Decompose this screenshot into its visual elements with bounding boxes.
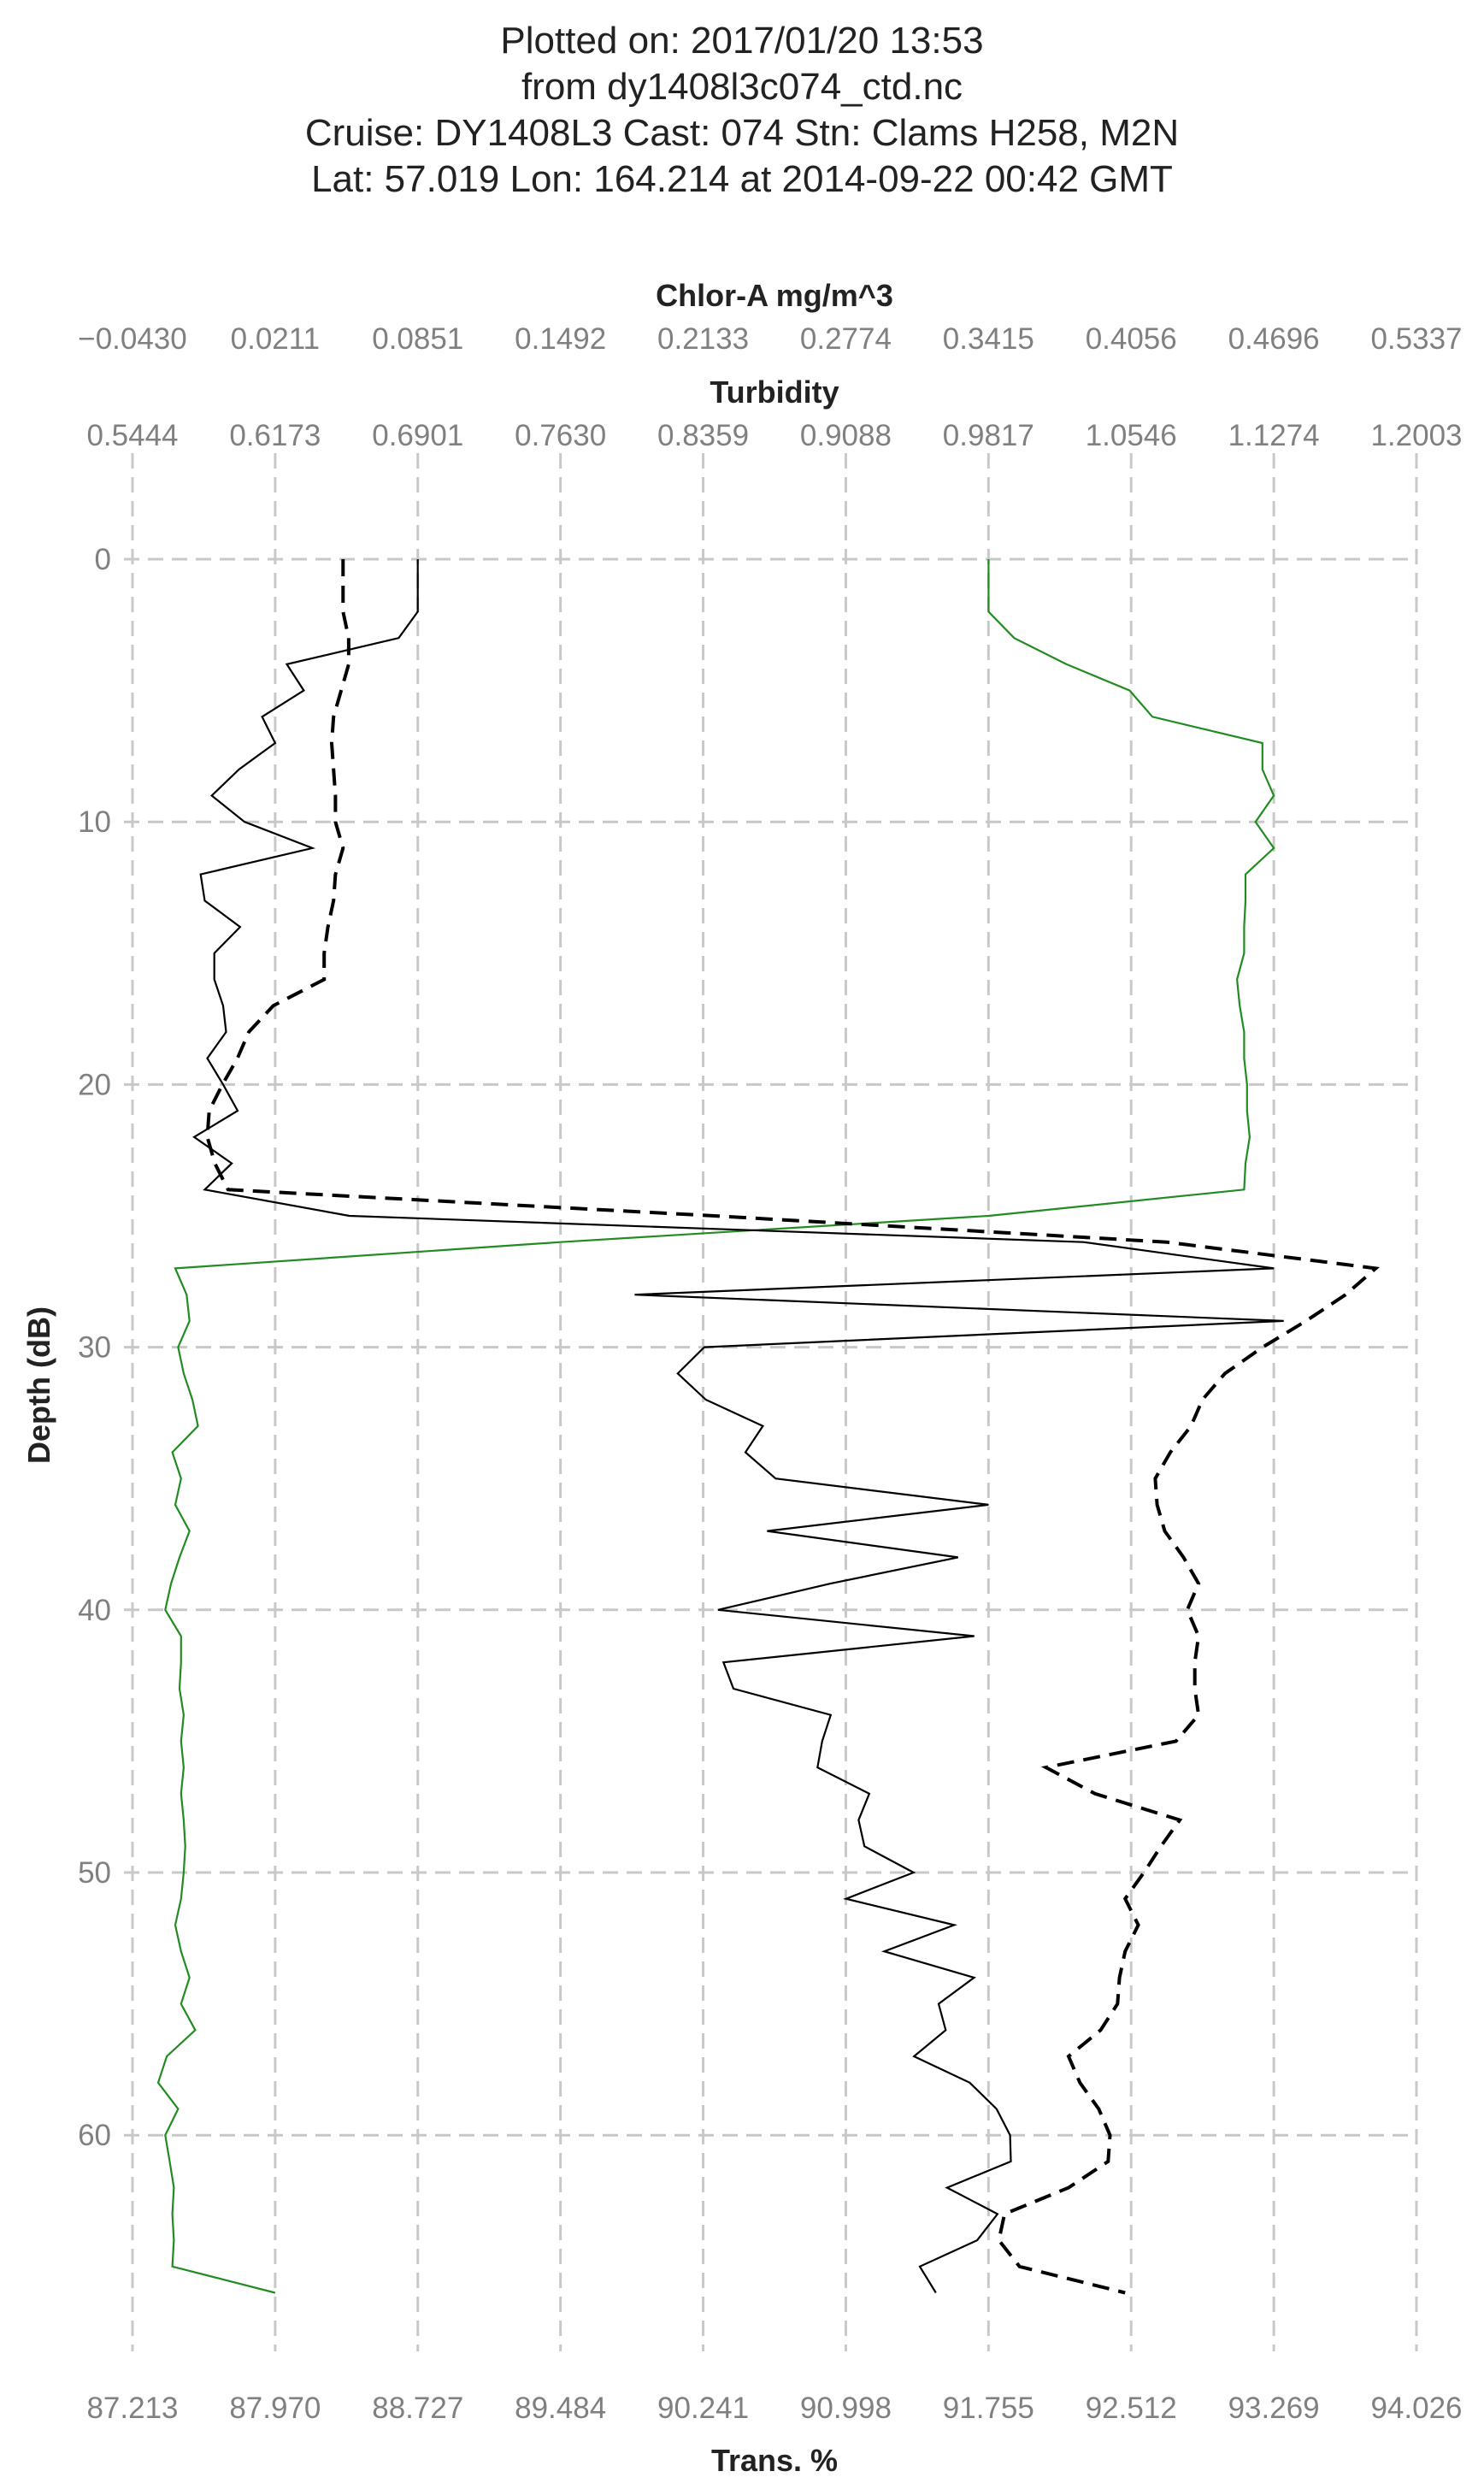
depth-tick-label: 10 xyxy=(78,805,111,839)
turbidity-tick-label: 1.2003 xyxy=(1370,419,1462,452)
trans-tick-label: 93.269 xyxy=(1228,2392,1320,2425)
series-line-trans xyxy=(205,559,1381,2295)
turbidity-tick-label: 0.5444 xyxy=(86,419,178,452)
depth-axis-title: Depth (dB) xyxy=(21,1306,56,1464)
depth-tick-label: 20 xyxy=(78,1068,111,1101)
turbidity-tick-label: 0.9817 xyxy=(943,419,1034,452)
trans-tick-label: 91.755 xyxy=(943,2392,1034,2425)
turbidity-tick-label: 0.9088 xyxy=(800,419,892,452)
turbidity-tick-label: 0.6901 xyxy=(372,419,463,452)
depth-tick-label: 0 xyxy=(95,543,111,576)
title-line-4: Lat: 57.019 Lon: 164.214 at 2014-09-22 0… xyxy=(311,158,1173,200)
trans-tick-label: 88.727 xyxy=(372,2392,463,2425)
chlor-tick-label: 0.5337 xyxy=(1370,322,1462,356)
chlor-tick-label: 0.0211 xyxy=(231,322,320,356)
grid xyxy=(124,453,1418,2351)
chlor-tick-label: 0.2133 xyxy=(657,322,749,356)
turbidity-tick-label: 0.7630 xyxy=(515,419,606,452)
chlor-tick-label: 0.4056 xyxy=(1086,322,1177,356)
chlor-tick-label: 0.3415 xyxy=(943,322,1034,356)
chlor-axis-title: Chlor-A mg/m^3 xyxy=(656,278,893,313)
trans-tick-label: 90.241 xyxy=(657,2392,749,2425)
depth-tick-label: 60 xyxy=(78,2119,111,2152)
chlor-tick-label: 0.2774 xyxy=(800,322,892,356)
title-line-1: Plotted on: 2017/01/20 13:53 xyxy=(500,20,983,62)
series-line-chlor xyxy=(156,559,1275,2294)
depth-tick-label: 50 xyxy=(78,1856,111,1890)
depth-tick-labels: 0 10 20 30 40 50 60 xyxy=(78,543,111,2152)
trans-tick-label: 87.213 xyxy=(86,2392,178,2425)
trans-tick-label: 87.970 xyxy=(229,2392,321,2425)
trans-tick-label: 90.998 xyxy=(800,2392,892,2425)
chlor-tick-label: 0.0851 xyxy=(372,322,463,356)
turbidity-axis-title: Turbidity xyxy=(710,375,839,410)
turbidity-tick-label: 0.8359 xyxy=(657,419,749,452)
trans-tick-label: 92.512 xyxy=(1086,2392,1177,2425)
chlor-tick-labels: −0.0430 0.0211 0.0851 0.1492 0.2133 0.2774 0.3… xyxy=(78,322,1462,356)
data-series xyxy=(156,559,1381,2295)
turbidity-tick-label: 1.1274 xyxy=(1228,419,1320,452)
trans-tick-labels: 87.213 87.970 88.727 89.484 90.241 90.998 91.7… xyxy=(86,2392,1462,2425)
trans-tick-label: 94.026 xyxy=(1370,2392,1462,2425)
turbidity-tick-labels: 0.5444 0.6173 0.6901 0.7630 0.8359 0.9088 0.98… xyxy=(86,419,1462,452)
depth-tick-label: 40 xyxy=(78,1594,111,1627)
turbidity-tick-label: 1.0546 xyxy=(1086,419,1177,452)
chlor-tick-label: 0.1492 xyxy=(515,322,606,356)
trans-axis-title: Trans. % xyxy=(711,2443,838,2478)
chlor-tick-label: −0.0430 xyxy=(78,322,187,356)
chlor-tick-label: 0.4696 xyxy=(1228,322,1320,356)
series-line-turb xyxy=(192,559,1284,2294)
title-line-3: Cruise: DY1408L3 Cast: 074 Stn: Clams H2… xyxy=(305,112,1179,154)
title-line-2: from dy1408l3c074_ctd.nc xyxy=(521,66,963,108)
trans-tick-label: 89.484 xyxy=(515,2392,606,2425)
chart-title: Plotted on: 2017/01/20 13:53 from dy1408… xyxy=(305,20,1179,200)
turbidity-tick-label: 0.6173 xyxy=(229,419,321,452)
depth-tick-label: 30 xyxy=(78,1331,111,1365)
